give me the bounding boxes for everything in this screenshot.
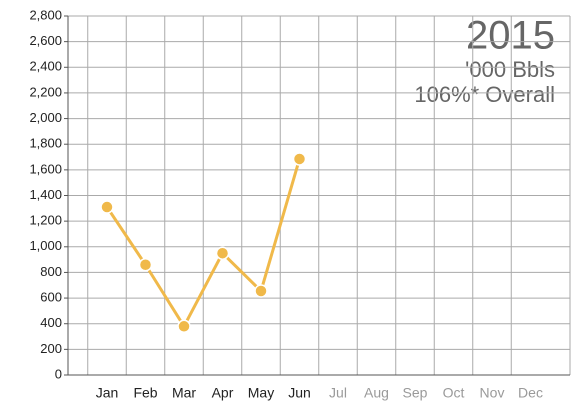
y-tick-label: 2,200 bbox=[29, 84, 62, 99]
x-tick-label: Jan bbox=[96, 385, 119, 401]
annotation-year: 2015 bbox=[466, 14, 555, 58]
x-tick-label: May bbox=[248, 385, 274, 401]
x-tick-label: Dec bbox=[518, 385, 543, 401]
point bbox=[292, 152, 307, 166]
y-tick-label: 2,800 bbox=[29, 7, 62, 22]
x-tick-label: Nov bbox=[480, 385, 505, 401]
y-tick-label: 1,600 bbox=[29, 161, 62, 176]
x-tick-label: Mar bbox=[172, 385, 196, 401]
y-tick-label: 200 bbox=[40, 341, 62, 356]
y-tick-label: 2,400 bbox=[29, 59, 62, 74]
x-tick-label: Oct bbox=[443, 385, 465, 401]
x-tick-label: Jul bbox=[329, 385, 347, 401]
annotation-overall: 106%* Overall bbox=[414, 82, 555, 107]
y-tick-label: 1,800 bbox=[29, 136, 62, 151]
y-tick-label: 400 bbox=[40, 315, 62, 330]
line bbox=[105, 158, 301, 328]
x-tick-label: Feb bbox=[133, 385, 157, 401]
y-tick-label: 2,000 bbox=[29, 110, 62, 125]
x-tick-label: Jun bbox=[288, 385, 311, 401]
point bbox=[215, 246, 230, 260]
point bbox=[100, 200, 114, 214]
y-tick-label: 1,000 bbox=[29, 238, 62, 253]
y-tick-label: 600 bbox=[40, 290, 62, 305]
x-tick-label: Apr bbox=[212, 385, 234, 401]
y-tick-label: 0 bbox=[55, 366, 62, 381]
x-tick-label: Aug bbox=[364, 385, 389, 401]
point bbox=[254, 284, 268, 298]
annotation-unit: '000 Bbls bbox=[465, 57, 555, 82]
x-tick-label: Sep bbox=[403, 385, 428, 401]
y-tick-label: 1,400 bbox=[29, 187, 62, 202]
point bbox=[177, 319, 191, 334]
y-tick-label: 2,600 bbox=[29, 33, 62, 48]
y-tick-label: 1,200 bbox=[29, 213, 62, 228]
point bbox=[138, 257, 153, 272]
y-tick-label: 800 bbox=[40, 264, 62, 279]
